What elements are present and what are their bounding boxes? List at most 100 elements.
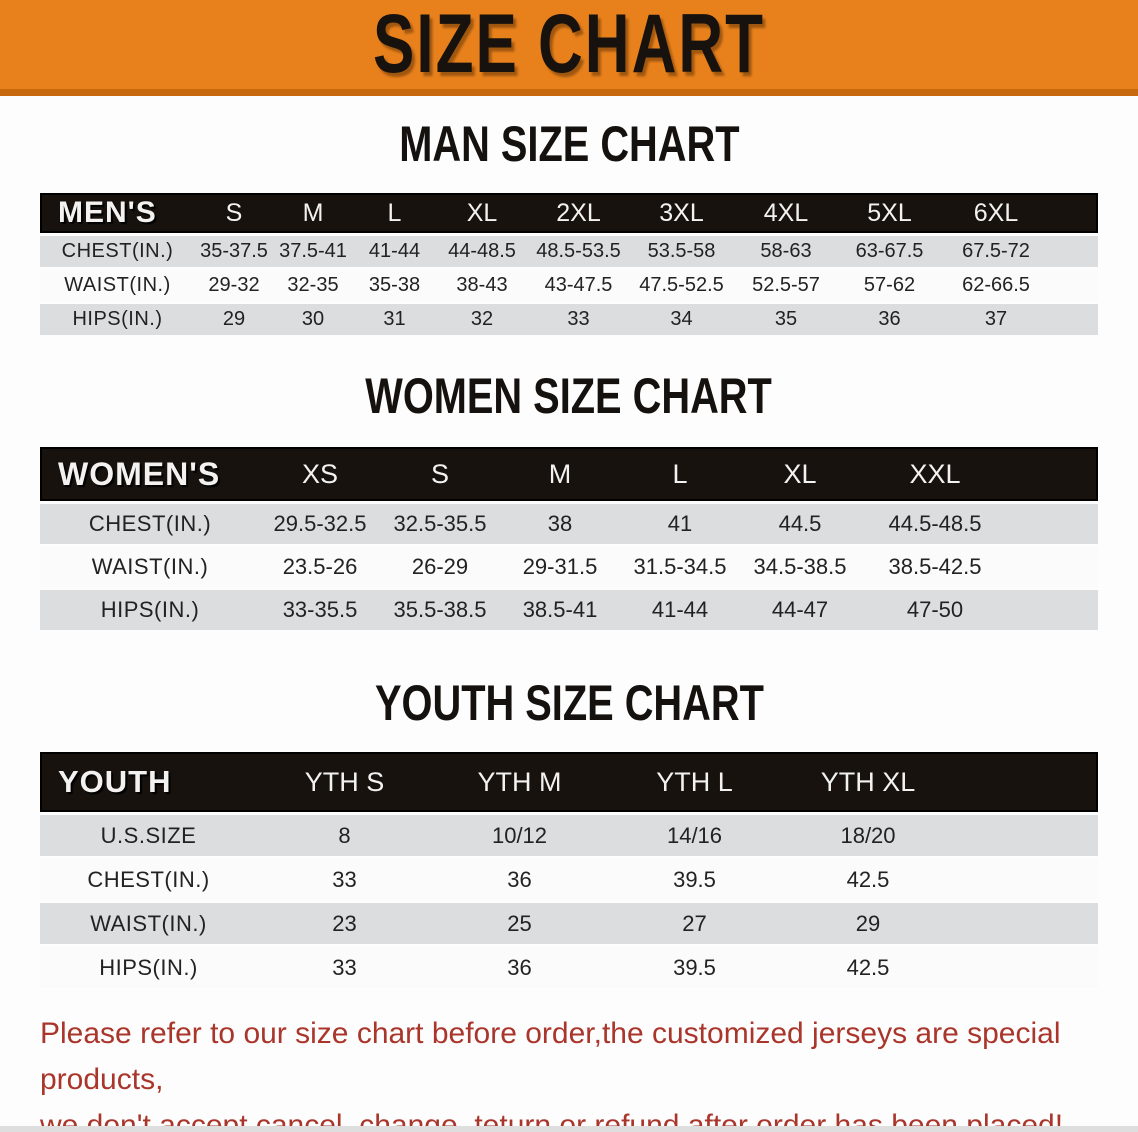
table-cell: 27 — [607, 903, 782, 944]
row-filler-cell — [954, 859, 1098, 900]
table-header-row: MEN'S S M L XL 2XL 3XL 4XL 5XL 6XL — [40, 193, 1098, 233]
table-cell: 30 — [273, 304, 353, 335]
row-filler-cell — [954, 947, 1098, 988]
table-cell: 14/16 — [607, 815, 782, 856]
table-cell: 29-32 — [195, 270, 273, 301]
table-cell: 38.5-41 — [500, 590, 620, 630]
bottom-edge-strip — [0, 1126, 1138, 1132]
table-cell: 25 — [432, 903, 607, 944]
table-cell: 31.5-34.5 — [620, 547, 740, 587]
table-cell: 42.5 — [782, 859, 954, 900]
row-filler-cell — [954, 815, 1098, 856]
header-filler-cell — [954, 752, 1098, 812]
table-cell: 32-35 — [273, 270, 353, 301]
table-row: CHEST(IN.) 33 36 39.5 42.5 — [40, 859, 1098, 900]
section-youth: YOUTH SIZE CHART YOUTH YTH S YTH M YTH L YTH … — [0, 675, 1138, 991]
row-filler-cell — [1051, 304, 1098, 335]
table-corner-label: MEN'S — [40, 193, 195, 233]
table-cell: 32 — [436, 304, 528, 335]
section-title-text: YOUTH SIZE CHART — [374, 674, 764, 732]
size-column-header: S — [195, 193, 273, 233]
table-cell: 29 — [195, 304, 273, 335]
section-womens: WOMEN SIZE CHART WOMEN'S XS S M L XL XXL CHEST(I… — [0, 368, 1138, 633]
size-chart-banner: SIZE CHART — [0, 0, 1138, 96]
table-cell: 67.5-72 — [941, 236, 1051, 267]
table-cell: 63-67.5 — [838, 236, 941, 267]
table-cell: 35 — [734, 304, 838, 335]
table-cell: 42.5 — [782, 947, 954, 988]
table-cell: 37.5-41 — [273, 236, 353, 267]
table-cell: 32.5-35.5 — [380, 504, 500, 544]
table-cell: 62-66.5 — [941, 270, 1051, 301]
size-table: YOUTH YTH S YTH M YTH L YTH XL U.S.SIZE 8 10/12… — [40, 749, 1098, 991]
disclaimer-line-1: Please refer to our size chart before or… — [40, 1017, 1061, 1096]
size-column-header: XS — [260, 447, 380, 501]
table-cell: 39.5 — [607, 947, 782, 988]
row-filler-cell — [1051, 270, 1098, 301]
table-cell: 41-44 — [620, 590, 740, 630]
table-cell: 44-48.5 — [436, 236, 528, 267]
table-cell: 34.5-38.5 — [740, 547, 860, 587]
size-column-header: M — [500, 447, 620, 501]
table-cell: 10/12 — [432, 815, 607, 856]
table-cell: 35-38 — [353, 270, 436, 301]
table-row: CHEST(IN.) 29.5-32.5 32.5-35.5 38 41 44.5 44.5… — [40, 504, 1098, 544]
table-cell: 52.5-57 — [734, 270, 838, 301]
table-row: WAIST(IN.) 29-32 32-35 35-38 38-43 43-47.5 47.… — [40, 270, 1098, 301]
table-cell: 44.5 — [740, 504, 860, 544]
table-row: HIPS(IN.) 29 30 31 32 33 34 35 36 37 — [40, 304, 1098, 335]
table-cell: 33 — [528, 304, 629, 335]
banner-title: SIZE CHART — [373, 0, 765, 91]
size-column-header: XL — [740, 447, 860, 501]
table-cell: 8 — [257, 815, 432, 856]
section-title: WOMEN SIZE CHART — [0, 368, 1138, 424]
table-cell: 37 — [941, 304, 1051, 335]
table-cell: 48.5-53.5 — [528, 236, 629, 267]
size-column-header: YTH L — [607, 752, 782, 812]
size-table: MEN'S S M L XL 2XL 3XL 4XL 5XL 6XL CHEST(IN.) 35-37… — [40, 190, 1098, 338]
table-row: HIPS(IN.) 33-35.5 35.5-38.5 38.5-41 41-44 44-… — [40, 590, 1098, 630]
size-column-header: YTH XL — [782, 752, 954, 812]
table-cell: 44.5-48.5 — [860, 504, 1010, 544]
table-row: CHEST(IN.) 35-37.5 37.5-41 41-44 44-48.5 48.5… — [40, 236, 1098, 267]
section-title-text: MAN SIZE CHART — [398, 115, 740, 173]
table-corner-label: WOMEN'S — [40, 447, 260, 501]
size-column-header: 5XL — [838, 193, 941, 233]
size-column-header: XXL — [860, 447, 1010, 501]
size-column-header: 2XL — [528, 193, 629, 233]
row-label: WAIST(IN.) — [40, 270, 195, 301]
table-cell: 36 — [838, 304, 941, 335]
row-filler-cell — [954, 903, 1098, 944]
table-cell: 36 — [432, 859, 607, 900]
header-filler-cell — [1051, 193, 1098, 233]
table-cell: 31 — [353, 304, 436, 335]
table-cell: 57-62 — [838, 270, 941, 301]
table-cell: 47-50 — [860, 590, 1010, 630]
table-header-row: YOUTH YTH S YTH M YTH L YTH XL — [40, 752, 1098, 812]
table-cell: 38 — [500, 504, 620, 544]
row-label: HIPS(IN.) — [40, 304, 195, 335]
row-filler-cell — [1010, 547, 1098, 587]
table-row: WAIST(IN.) 23 25 27 29 — [40, 903, 1098, 944]
table-cell: 23.5-26 — [260, 547, 380, 587]
table-cell: 38.5-42.5 — [860, 547, 1010, 587]
size-column-header: M — [273, 193, 353, 233]
table-cell: 44-47 — [740, 590, 860, 630]
row-filler-cell — [1010, 504, 1098, 544]
row-label: CHEST(IN.) — [40, 859, 257, 900]
section-title: YOUTH SIZE CHART — [0, 675, 1138, 731]
table-cell: 33 — [257, 859, 432, 900]
table-cell: 26-29 — [380, 547, 500, 587]
table-cell: 29 — [782, 903, 954, 944]
size-chart-sections: MAN SIZE CHART MEN'S S M L XL 2XL 3XL 4XL 5XL 6XL C… — [0, 116, 1138, 991]
table-cell: 36 — [432, 947, 607, 988]
table-cell: 41 — [620, 504, 740, 544]
table-row: U.S.SIZE 8 10/12 14/16 18/20 — [40, 815, 1098, 856]
table-cell: 18/20 — [782, 815, 954, 856]
header-filler-cell — [1010, 447, 1098, 501]
size-column-header: YTH M — [432, 752, 607, 812]
row-label: U.S.SIZE — [40, 815, 257, 856]
table-cell: 33-35.5 — [260, 590, 380, 630]
table-corner-label: YOUTH — [40, 752, 257, 812]
row-filler-cell — [1010, 590, 1098, 630]
